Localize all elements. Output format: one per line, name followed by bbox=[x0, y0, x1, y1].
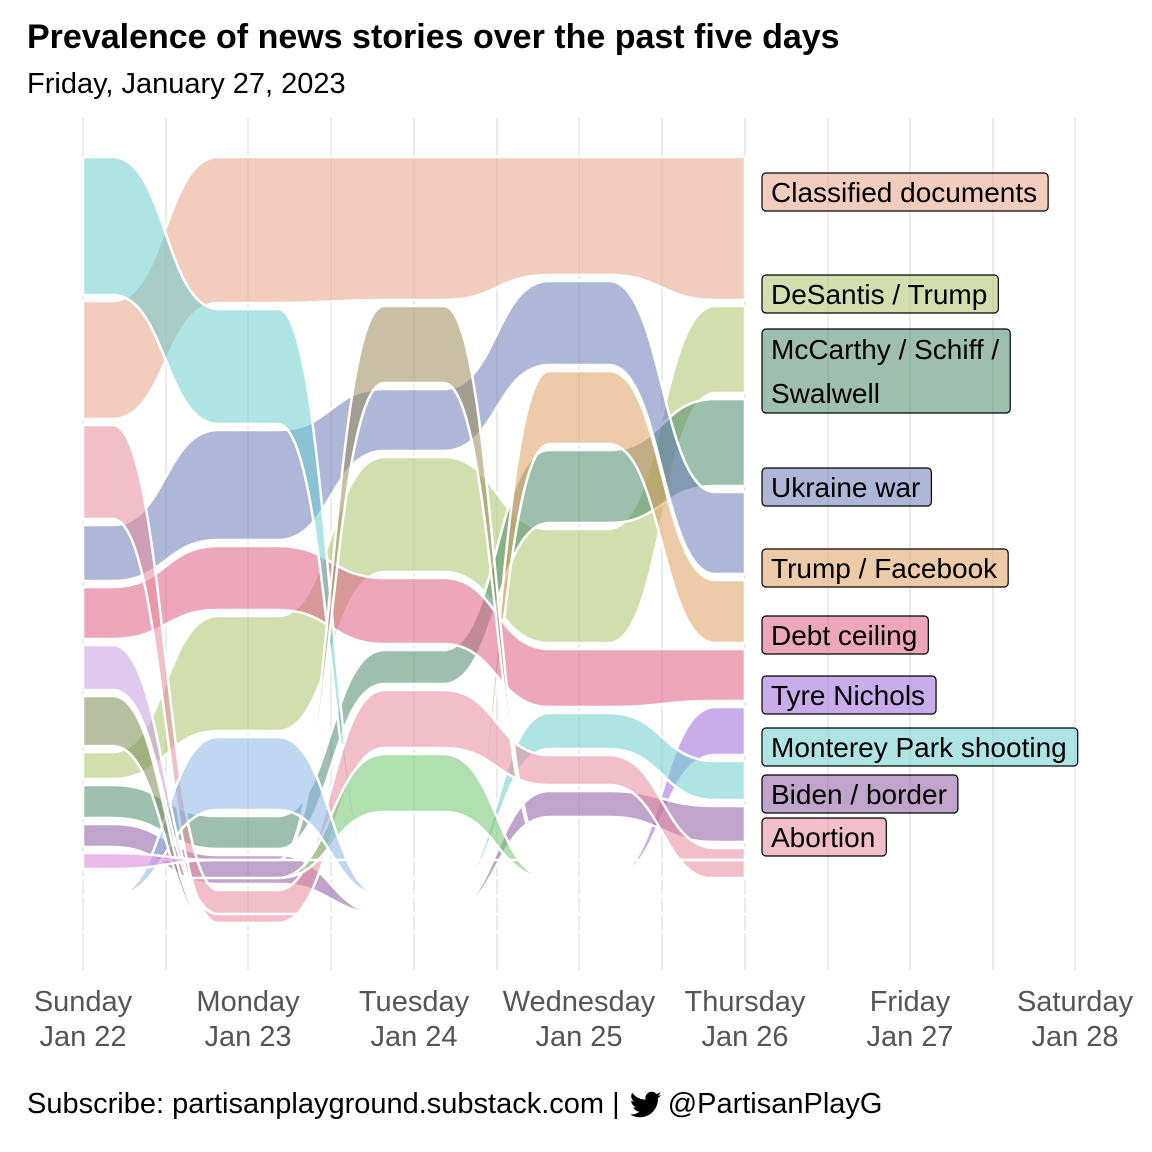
chart-title: Prevalence of news stories over the past… bbox=[27, 18, 840, 56]
legend-label: Abortion bbox=[761, 817, 887, 857]
legend-label: Debt ceiling bbox=[761, 615, 929, 655]
legend-swatch bbox=[761, 274, 999, 314]
legend-label: Biden / border bbox=[761, 774, 959, 814]
legend-text: Biden / border bbox=[771, 779, 947, 810]
series-ribbon bbox=[81, 155, 747, 898]
x-tick-label-date: Jan 24 bbox=[370, 1021, 457, 1053]
legend-text: Abortion bbox=[771, 822, 875, 853]
legend-swatch bbox=[761, 548, 1009, 588]
legend-text: Debt ceiling bbox=[771, 620, 917, 651]
legend-label: Trump / Facebook bbox=[761, 548, 1009, 588]
x-tick-label-day: Saturday bbox=[1017, 986, 1134, 1018]
x-tick-label-date: Jan 22 bbox=[39, 1021, 126, 1053]
series-ribbon bbox=[81, 155, 747, 421]
series-ribbon bbox=[81, 279, 747, 583]
series-ribbon bbox=[81, 735, 747, 898]
legend-swatch bbox=[761, 817, 887, 857]
x-tick-label-day: Monday bbox=[196, 986, 300, 1018]
ribbons bbox=[81, 155, 747, 934]
legend-text: DeSantis / Trump bbox=[771, 279, 987, 310]
legend-text: McCarthy / Schiff / bbox=[771, 334, 999, 365]
legend-label: Tyre Nichols bbox=[761, 675, 937, 715]
series-ribbon bbox=[81, 694, 747, 934]
series-ribbon bbox=[81, 423, 747, 925]
legend-text: Swalwell bbox=[771, 378, 880, 409]
legend-swatch bbox=[761, 328, 1011, 414]
legend-text: Ukraine war bbox=[771, 472, 920, 503]
x-tick-label-date: Jan 27 bbox=[866, 1021, 953, 1053]
x-tick-label-day: Sunday bbox=[34, 986, 133, 1018]
legend-swatch bbox=[761, 467, 932, 507]
x-tick-label-day: Tuesday bbox=[359, 986, 470, 1018]
x-tick-label-date: Jan 23 bbox=[204, 1021, 291, 1053]
footer-twitter-handle[interactable]: @PartisanPlayG bbox=[667, 1088, 883, 1120]
x-tick-label-date: Jan 25 bbox=[535, 1021, 622, 1053]
legend-swatch bbox=[761, 727, 1079, 767]
x-tick-label-day: Wednesday bbox=[503, 986, 656, 1018]
x-tick-label-date: Jan 28 bbox=[1031, 1021, 1118, 1053]
legend-text: Monterey Park shooting bbox=[771, 732, 1067, 763]
legend-text: Classified documents bbox=[771, 177, 1037, 208]
chart-subtitle: Friday, January 27, 2023 bbox=[27, 68, 346, 100]
x-tick-label-day: Thursday bbox=[685, 986, 806, 1018]
legend-label: Monterey Park shooting bbox=[761, 727, 1079, 767]
series-ribbon bbox=[81, 752, 747, 880]
series-ribbon bbox=[81, 705, 747, 880]
series-ribbon bbox=[81, 789, 747, 916]
twitter-bird-icon bbox=[629, 1091, 662, 1117]
series-ribbon bbox=[81, 643, 747, 916]
legend-label: Ukraine war bbox=[761, 467, 932, 507]
legend-swatch bbox=[761, 774, 959, 814]
legend-text: Tyre Nichols bbox=[771, 680, 925, 711]
legend-swatch bbox=[761, 615, 929, 655]
legend-label: McCarthy / Schiff / Swalwell bbox=[761, 328, 1011, 414]
series-ribbon bbox=[81, 544, 747, 709]
footer: Subscribe: partisanplayground.substack.c… bbox=[27, 1088, 882, 1121]
x-tick-label-day: Friday bbox=[870, 986, 951, 1018]
series-ribbon bbox=[81, 851, 747, 871]
legend: Classified documents DeSantis / Trump McCa… bbox=[761, 172, 1079, 857]
legend-text: Trump / Facebook bbox=[771, 553, 998, 584]
x-tick-label-date: Jan 26 bbox=[701, 1021, 788, 1053]
legend-swatch bbox=[761, 675, 937, 715]
legend-swatch bbox=[761, 172, 1049, 212]
legend-label: DeSantis / Trump bbox=[761, 274, 999, 314]
footer-subscribe-text[interactable]: Subscribe: partisanplayground.substack.c… bbox=[27, 1088, 620, 1120]
legend-label: Classified documents bbox=[761, 172, 1049, 212]
